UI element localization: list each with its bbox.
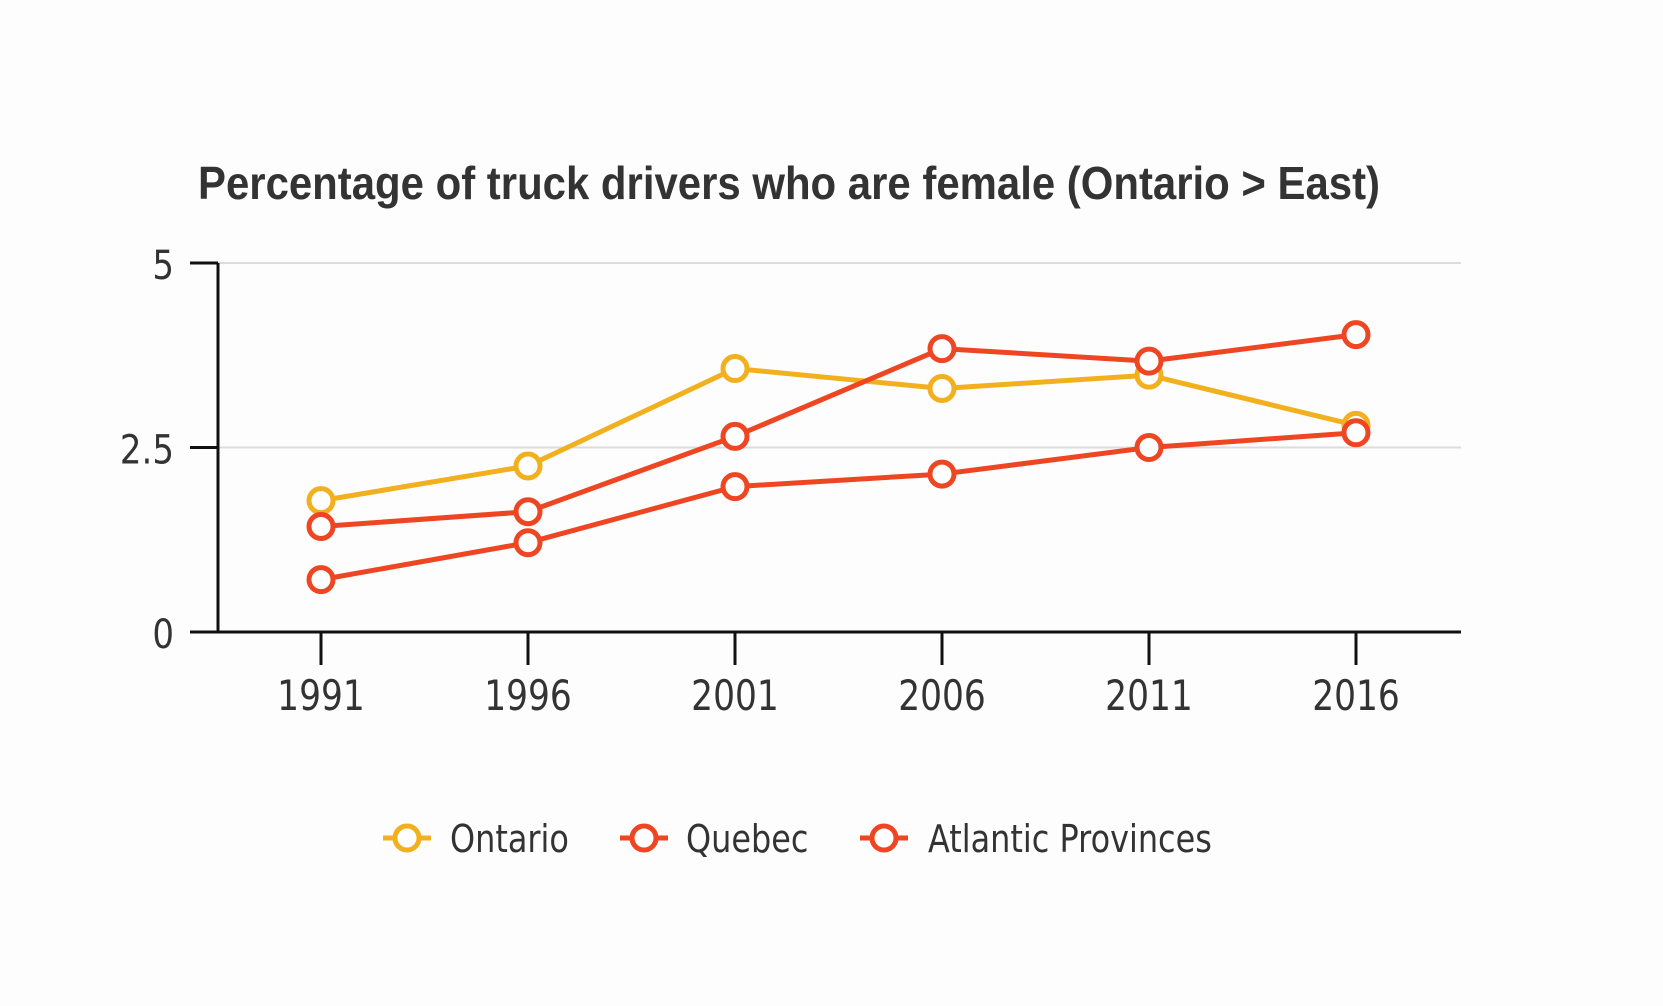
- y-tick-label: 5: [152, 242, 174, 288]
- legend-item: Atlantic Provinces: [860, 817, 1212, 862]
- series-line: [320, 332, 1357, 529]
- data-point: [927, 334, 957, 364]
- data-point: [720, 421, 750, 451]
- x-tick-label: 1996: [484, 672, 572, 721]
- data-point: [513, 451, 543, 481]
- data-point: [1341, 418, 1371, 448]
- data-point: [306, 565, 336, 595]
- legend: Ontario Quebec Atlantic Provinces: [383, 817, 1212, 862]
- legend-marker-icon: [629, 823, 659, 853]
- data-point: [513, 497, 543, 527]
- legend-item: Quebec: [620, 817, 808, 862]
- x-tick-label: 2011: [1105, 672, 1193, 721]
- data-point: [1134, 433, 1164, 462]
- data-point: [927, 459, 957, 489]
- legend-label: Ontario: [450, 817, 569, 861]
- series-quebec: [306, 320, 1371, 541]
- x-axis-ticks: 1991 1996 2001 2006 2011 2016: [277, 632, 1400, 721]
- data-point: [927, 373, 957, 403]
- x-tick-label: 2001: [691, 672, 779, 721]
- data-point: [1134, 346, 1164, 376]
- data-point: [1341, 320, 1371, 350]
- data-point: [720, 472, 750, 502]
- legend-item: Ontario: [383, 817, 569, 862]
- y-axis-ticks: 02.55: [120, 242, 218, 658]
- x-tick-label: 2016: [1312, 672, 1400, 721]
- chart-title: Percentage of truck drivers who are fema…: [198, 157, 1380, 209]
- gridlines: [218, 262, 1461, 449]
- x-tick-label: 1991: [277, 672, 365, 721]
- series-line: [320, 430, 1357, 583]
- series-ontario: [306, 354, 1371, 516]
- legend-label: Atlantic Provinces: [928, 817, 1212, 861]
- series-atlantic-provinces: [306, 418, 1371, 595]
- series-line: [320, 366, 1357, 504]
- series-group: [306, 320, 1371, 595]
- x-tick-label: 2006: [898, 672, 986, 721]
- legend-marker-icon: [392, 823, 422, 853]
- data-point: [306, 511, 336, 541]
- data-point: [513, 528, 543, 558]
- y-tick-label: 0: [152, 611, 174, 657]
- legend-label: Quebec: [686, 817, 808, 861]
- legend-marker-icon: [869, 823, 899, 853]
- data-point: [720, 354, 750, 384]
- y-tick-label: 2.5: [120, 427, 174, 473]
- data-point: [306, 486, 336, 516]
